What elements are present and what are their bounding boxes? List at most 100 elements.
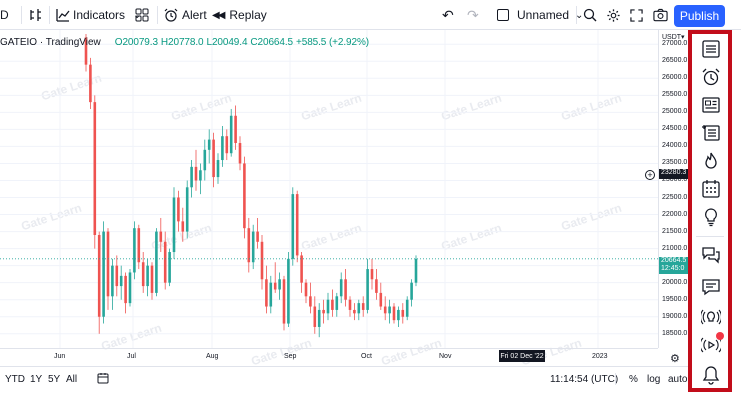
alert-button[interactable]: Alert — [164, 4, 207, 26]
indicators-label: Indicators — [73, 8, 126, 22]
candle-body — [155, 231, 158, 293]
candle-body — [159, 231, 163, 242]
replay-button[interactable]: ◀◀ Replay — [212, 4, 267, 26]
candle-body — [273, 282, 277, 290]
candle-body — [397, 309, 400, 321]
candle-body — [282, 279, 286, 324]
alerts-button[interactable] — [700, 66, 722, 88]
streams-button[interactable] — [700, 306, 722, 328]
watchlist-button[interactable] — [700, 38, 722, 60]
candle-body — [212, 139, 215, 178]
range-all-button[interactable]: All — [66, 374, 78, 385]
calendar-button[interactable] — [700, 178, 722, 200]
candle-body — [190, 166, 193, 188]
time-tick-label: Jul — [127, 353, 136, 360]
redo-button[interactable]: ↷ — [467, 4, 479, 26]
candle-body — [335, 296, 339, 310]
time-axis[interactable]: Jun Jul Aug Sep Oct Nov 2023 — [0, 348, 658, 364]
bell-icon — [702, 366, 720, 385]
candle-body — [172, 197, 176, 253]
utc-clock[interactable]: 11:14:54 (UTC) — [550, 374, 619, 385]
candle-body — [278, 279, 281, 290]
symbol-label: D — [0, 8, 9, 22]
date-range-button[interactable] — [97, 372, 109, 387]
hotlists-button[interactable] — [700, 150, 722, 172]
chats-button[interactable] — [700, 244, 722, 266]
bottom-toolbar: YTD 1Y 5Y All 11:14:54 (UTC) % log auto — [0, 366, 688, 390]
undo-button[interactable]: ↶ — [442, 4, 454, 26]
percent-scale-button[interactable]: % — [629, 374, 638, 385]
bottom-divider — [615, 373, 616, 385]
range-5y-button[interactable]: 5Y — [48, 374, 61, 385]
toolbar-divider — [576, 6, 577, 24]
private-chat-button[interactable] — [700, 276, 722, 298]
news-button[interactable] — [700, 94, 722, 116]
candle-body — [295, 194, 299, 256]
candlestick-chart[interactable] — [0, 30, 658, 348]
compare-button[interactable] — [28, 4, 44, 26]
symbol-search-button[interactable]: D — [0, 4, 9, 26]
settings-button[interactable] — [606, 4, 621, 26]
candle-body — [97, 234, 101, 317]
chevron-down-icon: ⌄ — [575, 9, 584, 21]
candle-body — [203, 149, 207, 171]
gear-icon — [607, 8, 620, 22]
candle-body — [221, 136, 224, 161]
range-1y-button[interactable]: 1Y — [30, 374, 43, 385]
publish-button[interactable]: Publish — [674, 5, 725, 27]
object-tree-button[interactable] — [700, 122, 722, 144]
log-scale-button[interactable]: log — [647, 374, 661, 385]
templates-button[interactable] — [135, 4, 149, 26]
price-tick-label: 21500.0 — [662, 227, 688, 235]
grid-icon — [135, 8, 149, 22]
candle-body — [357, 303, 361, 314]
candle-body — [401, 309, 405, 317]
add-crosshair-icon[interactable]: + — [645, 170, 655, 180]
layout-button[interactable]: Unnamed ⌄ — [497, 4, 583, 26]
calendar-range-icon — [97, 373, 109, 384]
range-ytd-button[interactable]: YTD — [5, 374, 25, 385]
window-edge — [732, 30, 741, 402]
price-tick-label: 25500.0 — [662, 91, 688, 99]
price-tick-label: 19500.0 — [662, 295, 688, 303]
fullscreen-button[interactable] — [630, 4, 643, 26]
live-streams-button[interactable] — [700, 332, 724, 356]
candle-body — [119, 275, 123, 287]
price-tick-label: 22000.0 — [662, 210, 688, 218]
alarm-clock-icon — [164, 8, 178, 22]
candle-body — [229, 115, 233, 154]
candle-body — [331, 299, 334, 310]
bar-countdown-label: 12:45:0 — [661, 265, 685, 272]
price-tick-label: 19000.0 — [662, 312, 688, 320]
candle-body — [234, 115, 237, 144]
legend-symbol[interactable]: GATEIO · TradingView — [0, 36, 101, 48]
candle-body — [111, 265, 114, 297]
price-tick-label: 27000.0 — [662, 40, 688, 48]
search-button[interactable] — [583, 4, 597, 26]
flame-icon — [705, 152, 717, 169]
currency-selector[interactable]: USDT▾ — [662, 34, 685, 41]
candle-body — [344, 279, 347, 300]
candle-body — [247, 228, 251, 263]
indicators-button[interactable]: Indicators ⌄ — [56, 4, 141, 26]
candle-body — [115, 265, 119, 287]
legend-open: O20079.3 — [114, 36, 158, 48]
chart-pane[interactable] — [0, 30, 658, 348]
candle-body — [168, 252, 171, 283]
snapshot-button[interactable] — [653, 4, 668, 26]
time-tick-label: Jun — [54, 353, 66, 360]
legend-high: H20778.0 — [160, 36, 204, 48]
notifications-button[interactable] — [700, 364, 722, 386]
legend-close: C20664.5 — [250, 36, 293, 48]
redo-icon: ↷ — [467, 6, 479, 23]
ideas-button[interactable] — [700, 206, 722, 228]
price-tick-label: 24500.0 — [662, 125, 688, 133]
broadcast-bulb-icon — [701, 309, 721, 325]
camera-icon — [653, 8, 668, 22]
axis-settings-icon[interactable]: ⚙ — [670, 353, 680, 365]
price-tick-label: 24000.0 — [662, 142, 688, 150]
auto-scale-button[interactable]: auto — [668, 374, 688, 385]
candle-body — [128, 272, 132, 304]
price-axis[interactable]: USDT▾ 27000.0 26500.0 26000.0 25500.0 25000.… — [658, 30, 689, 365]
compare-icon — [30, 9, 41, 21]
